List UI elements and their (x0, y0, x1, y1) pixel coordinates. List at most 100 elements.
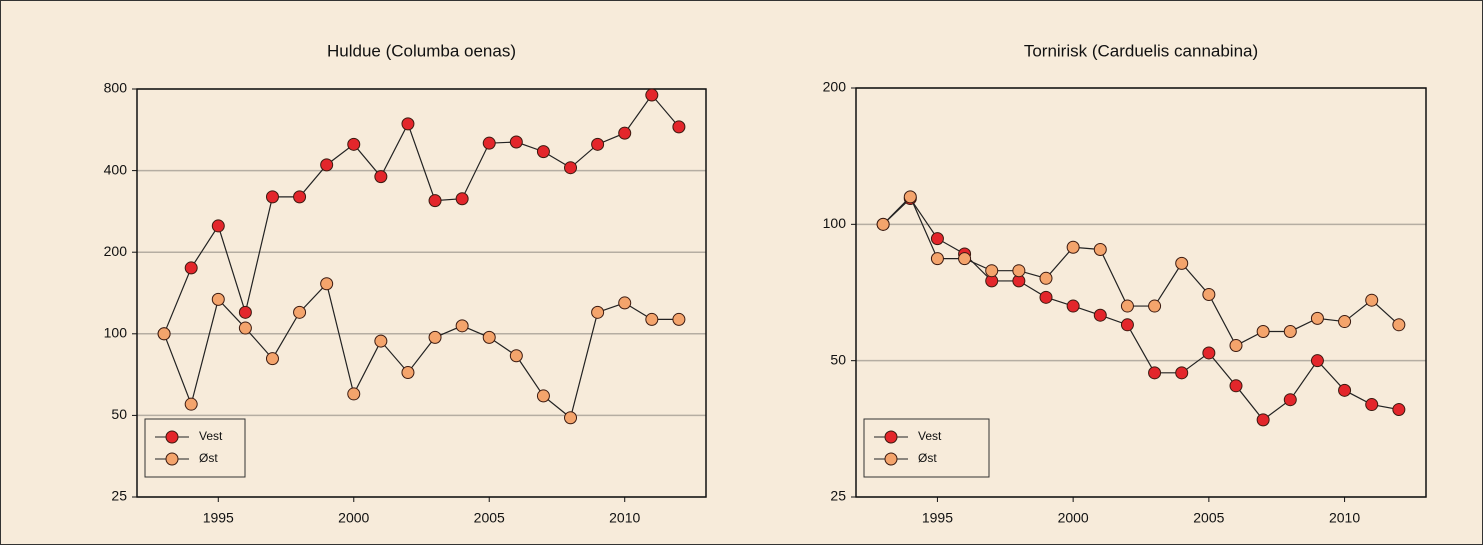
data-point (401, 365, 415, 379)
y-tick-label: 25 (111, 488, 127, 504)
x-tick-label: 2005 (474, 510, 505, 526)
x-tick-label: 2005 (1193, 510, 1224, 526)
data-point (1093, 308, 1107, 322)
x-tick-label: 2010 (609, 510, 640, 526)
series-line (163, 282, 679, 419)
data-point (672, 312, 686, 326)
data-point (293, 190, 307, 204)
data-point (1039, 271, 1053, 285)
data-point (1066, 240, 1080, 254)
legend-box (144, 418, 246, 478)
data-point (930, 232, 944, 246)
data-point (645, 312, 659, 326)
data-point (374, 170, 388, 184)
data-point (903, 190, 917, 204)
x-tick-label: 2000 (338, 510, 369, 526)
legend-marker (165, 452, 179, 466)
y-tick-label: 200 (104, 243, 128, 259)
data-point (482, 330, 496, 344)
plot-border (855, 87, 1427, 498)
data-point (293, 305, 307, 319)
data-point (184, 261, 198, 275)
data-point (1365, 293, 1379, 307)
data-point (536, 145, 550, 159)
data-point (1148, 366, 1162, 380)
data-point (985, 264, 999, 278)
data-point (482, 136, 496, 150)
legend-marker (884, 430, 898, 444)
data-point (1338, 315, 1352, 329)
data-point (1039, 290, 1053, 304)
data-point (1392, 318, 1406, 332)
plot-border (136, 88, 707, 498)
legend-label: Vest (918, 429, 942, 443)
data-point (564, 411, 578, 425)
data-point (455, 319, 469, 333)
data-point (320, 158, 334, 172)
chart-title: Huldue (Columba oenas) (327, 41, 516, 60)
data-point (958, 252, 972, 266)
y-tick-label: 100 (104, 325, 128, 341)
chart-title: Tornirisk (Carduelis cannabina) (1024, 41, 1258, 60)
data-point (1229, 339, 1243, 353)
data-point (1229, 379, 1243, 393)
data-point (347, 137, 361, 151)
data-point (1256, 413, 1270, 427)
data-point (238, 321, 252, 335)
data-point (591, 305, 605, 319)
data-point (564, 161, 578, 175)
data-point (1120, 299, 1134, 313)
data-point (1283, 393, 1297, 407)
data-point (347, 387, 361, 401)
data-point (320, 277, 334, 291)
data-point (1175, 256, 1189, 270)
data-point (1283, 324, 1297, 338)
data-point (428, 194, 442, 208)
data-point (876, 217, 890, 231)
data-point (401, 117, 415, 131)
legend-box (863, 418, 990, 478)
data-point (1365, 398, 1379, 412)
data-point (618, 296, 632, 310)
data-point (184, 397, 198, 411)
data-point (645, 88, 659, 102)
x-tick-label: 2010 (1329, 510, 1360, 526)
legend-label: Øst (918, 451, 937, 465)
data-point (672, 120, 686, 134)
data-point (455, 192, 469, 206)
data-point (265, 190, 279, 204)
data-point (211, 219, 225, 233)
data-point (1012, 264, 1026, 278)
y-tick-label: 400 (104, 161, 128, 177)
data-point (211, 292, 225, 306)
data-point (1202, 346, 1216, 360)
legend-label: Øst (199, 451, 218, 465)
data-point (618, 126, 632, 140)
data-point (1093, 242, 1107, 256)
y-tick-label: 50 (111, 406, 127, 422)
data-point (509, 135, 523, 149)
data-point (428, 330, 442, 344)
data-point (374, 334, 388, 348)
x-tick-label: 2000 (1058, 510, 1089, 526)
data-point (1256, 324, 1270, 338)
y-tick-label: 50 (830, 351, 846, 367)
x-tick-label: 1995 (922, 510, 953, 526)
data-point (509, 349, 523, 363)
data-point (1310, 311, 1324, 325)
y-tick-label: 200 (823, 79, 847, 95)
data-point (591, 137, 605, 151)
data-point (1175, 366, 1189, 380)
data-point (1148, 299, 1162, 313)
legend-label: Vest (199, 429, 223, 443)
data-point (157, 327, 171, 341)
legend-marker (165, 430, 179, 444)
data-point (1202, 287, 1216, 301)
legend-marker (884, 452, 898, 466)
data-point (265, 352, 279, 366)
x-tick-label: 1995 (203, 510, 234, 526)
data-point (1338, 383, 1352, 397)
data-point (1310, 354, 1324, 368)
data-point (930, 252, 944, 266)
